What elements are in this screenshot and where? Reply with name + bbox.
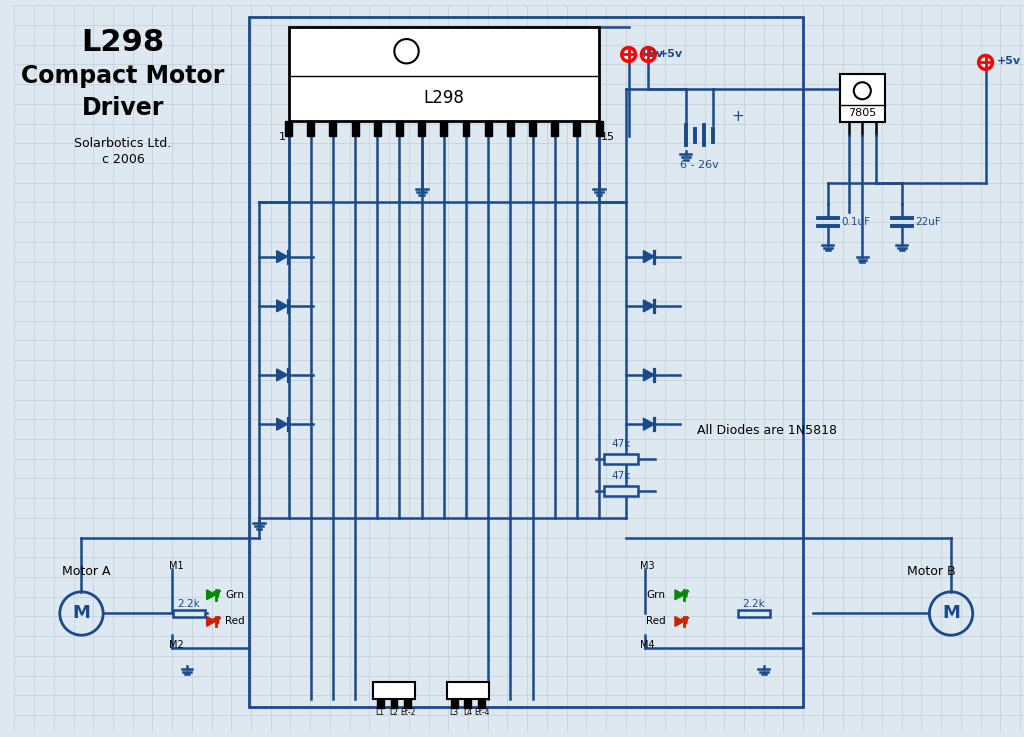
Text: L298: L298 xyxy=(423,89,464,107)
Text: Et-4: Et-4 xyxy=(474,708,489,717)
Polygon shape xyxy=(675,590,684,600)
Bar xyxy=(173,610,205,617)
Text: 6 - 26v: 6 - 26v xyxy=(680,160,719,170)
Text: 15: 15 xyxy=(601,132,615,142)
Text: Motor B: Motor B xyxy=(906,565,955,578)
Bar xyxy=(377,699,384,708)
Circle shape xyxy=(641,48,655,61)
Bar xyxy=(551,121,558,136)
Bar xyxy=(840,74,885,122)
Bar xyxy=(404,699,412,708)
Bar xyxy=(249,17,803,708)
Bar xyxy=(289,27,599,121)
Circle shape xyxy=(622,48,636,61)
Text: M3: M3 xyxy=(640,561,655,571)
Text: M1: M1 xyxy=(169,561,184,571)
Circle shape xyxy=(979,55,992,69)
Text: Motor A: Motor A xyxy=(61,565,111,578)
Polygon shape xyxy=(643,251,654,262)
Text: L298: L298 xyxy=(81,28,165,57)
Bar xyxy=(604,486,638,496)
Text: 0.1uF: 0.1uF xyxy=(842,217,870,227)
Text: 2.2k: 2.2k xyxy=(742,598,765,609)
Polygon shape xyxy=(276,418,288,430)
Text: 47k: 47k xyxy=(611,439,631,449)
Bar xyxy=(285,121,292,136)
Text: 7805: 7805 xyxy=(848,108,877,119)
Bar xyxy=(330,121,336,136)
Text: +5v: +5v xyxy=(659,49,683,58)
Text: +5v: +5v xyxy=(640,49,664,58)
Bar xyxy=(463,121,469,136)
Text: +: + xyxy=(731,108,743,124)
Polygon shape xyxy=(276,369,288,381)
Text: 1: 1 xyxy=(279,132,286,142)
Bar xyxy=(307,121,314,136)
Bar xyxy=(351,121,358,136)
Text: Red: Red xyxy=(645,616,666,626)
Text: c 2006: c 2006 xyxy=(101,153,144,167)
Text: Et-2: Et-2 xyxy=(400,708,416,717)
Text: Solarbotics Ltd.: Solarbotics Ltd. xyxy=(75,137,171,150)
Bar xyxy=(478,699,485,708)
Text: +5v: +5v xyxy=(996,57,1021,66)
Polygon shape xyxy=(643,418,654,430)
Bar xyxy=(447,682,488,699)
Bar xyxy=(418,121,425,136)
Bar xyxy=(374,121,381,136)
Text: 47k: 47k xyxy=(611,472,631,481)
Polygon shape xyxy=(643,300,654,312)
Text: M4: M4 xyxy=(640,640,655,650)
Text: All Diodes are 1N5818: All Diodes are 1N5818 xyxy=(696,424,837,437)
Polygon shape xyxy=(643,369,654,381)
Text: 2.2k: 2.2k xyxy=(177,598,201,609)
Text: L2: L2 xyxy=(389,708,398,717)
Text: Grn: Grn xyxy=(646,590,666,600)
Bar xyxy=(596,121,602,136)
Text: M: M xyxy=(942,604,959,623)
Bar xyxy=(390,699,397,708)
Bar xyxy=(374,682,415,699)
Bar xyxy=(529,121,536,136)
Text: L3: L3 xyxy=(450,708,459,717)
Bar xyxy=(604,454,638,464)
Polygon shape xyxy=(276,251,288,262)
Bar xyxy=(465,699,471,708)
Bar xyxy=(738,610,770,617)
Bar xyxy=(484,121,492,136)
Polygon shape xyxy=(276,300,288,312)
Text: L1: L1 xyxy=(376,708,385,717)
Bar xyxy=(451,699,458,708)
Polygon shape xyxy=(675,617,684,626)
Bar xyxy=(573,121,581,136)
Text: L4: L4 xyxy=(464,708,472,717)
Text: Grn: Grn xyxy=(225,590,245,600)
Text: Red: Red xyxy=(225,616,245,626)
Text: M2: M2 xyxy=(169,640,184,650)
Bar xyxy=(507,121,514,136)
Text: 22uF: 22uF xyxy=(915,217,941,227)
Text: Driver: Driver xyxy=(82,96,164,119)
Bar xyxy=(396,121,402,136)
Polygon shape xyxy=(207,590,216,600)
Bar xyxy=(440,121,447,136)
Polygon shape xyxy=(207,617,216,626)
Text: M: M xyxy=(73,604,90,623)
Text: Compact Motor: Compact Motor xyxy=(22,64,224,88)
